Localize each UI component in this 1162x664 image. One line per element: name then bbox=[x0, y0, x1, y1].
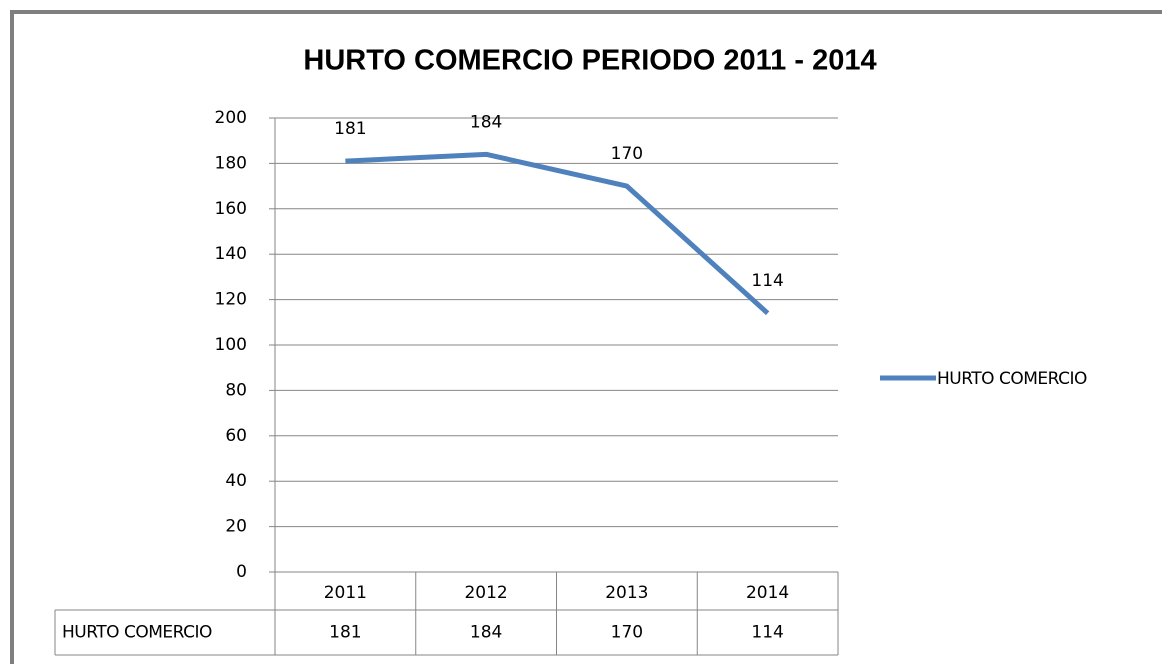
y-tick-label: 160 bbox=[215, 199, 247, 219]
y-tick-label: 100 bbox=[215, 335, 247, 355]
chart-frame bbox=[10, 10, 1162, 664]
data-label: 181 bbox=[334, 119, 366, 139]
table-row-label: HURTO COMERCIO bbox=[62, 623, 212, 643]
y-tick-label: 40 bbox=[225, 471, 247, 491]
y-tick-label: 80 bbox=[225, 380, 247, 400]
x-tick-label: 2013 bbox=[605, 583, 648, 603]
y-tick-label: 0 bbox=[236, 562, 247, 582]
chart-title: HURTO COMERCIO PERIODO 2011 - 2014 bbox=[303, 45, 876, 77]
y-tick-label: 120 bbox=[215, 290, 247, 310]
y-tick-label: 180 bbox=[215, 153, 247, 173]
series-line bbox=[345, 151, 770, 316]
y-tick-label: 200 bbox=[215, 108, 247, 128]
table-value: 114 bbox=[751, 623, 783, 643]
x-tick-label: 2011 bbox=[324, 583, 367, 603]
table-value: 170 bbox=[611, 623, 643, 643]
x-tick-label: 2012 bbox=[464, 583, 507, 603]
legend-label: HURTO COMERCIO bbox=[937, 369, 1087, 389]
data-label: 114 bbox=[751, 271, 783, 291]
y-tick-label: 140 bbox=[215, 244, 247, 264]
x-tick-label: 2014 bbox=[746, 583, 789, 603]
table-value: 181 bbox=[329, 623, 361, 643]
data-label: 184 bbox=[470, 112, 502, 132]
data-label: 170 bbox=[611, 144, 643, 164]
y-tick-label: 20 bbox=[225, 517, 247, 537]
y-tick-label: 60 bbox=[225, 426, 247, 446]
table-value: 184 bbox=[470, 623, 502, 643]
